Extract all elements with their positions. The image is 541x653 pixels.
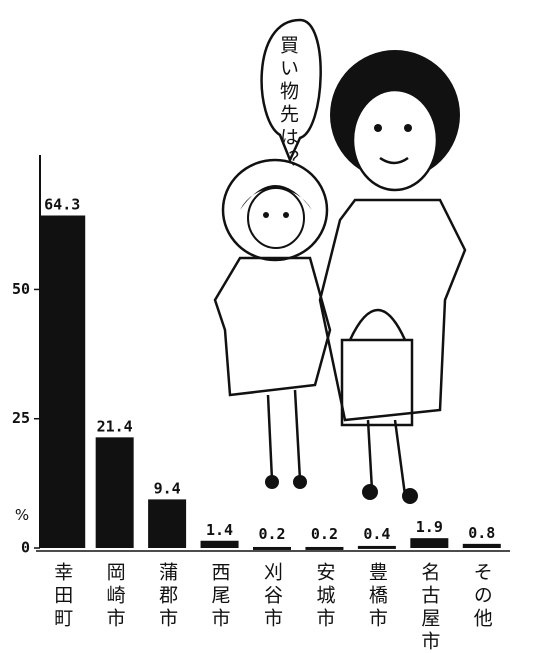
x-tick-label: 岡崎市 bbox=[104, 562, 126, 631]
bar bbox=[148, 499, 186, 548]
x-tick-label: その他 bbox=[471, 562, 493, 631]
x-tick-label: 西尾市 bbox=[209, 562, 231, 631]
x-tick-label: 幸田町 bbox=[51, 562, 73, 631]
bar bbox=[96, 437, 134, 548]
bar bbox=[410, 538, 448, 548]
value-label: 0.2 bbox=[258, 525, 285, 543]
y-tick-label: 25 bbox=[12, 409, 30, 427]
y-tick-label: 50 bbox=[12, 280, 30, 298]
x-tick-label: 名古屋市 bbox=[418, 562, 440, 653]
value-label: 0.4 bbox=[363, 525, 390, 543]
value-label: 9.4 bbox=[154, 479, 181, 497]
value-label: 21.4 bbox=[97, 417, 133, 435]
value-label: 64.3 bbox=[44, 196, 80, 214]
bar bbox=[201, 541, 239, 548]
bar bbox=[39, 216, 85, 548]
x-tick-label: 豊橋市 bbox=[366, 562, 388, 631]
value-label: 0.2 bbox=[311, 525, 338, 543]
bar bbox=[358, 546, 396, 549]
x-tick-label: 蒲郡市 bbox=[156, 562, 178, 631]
value-label: 0.8 bbox=[468, 524, 495, 542]
bar bbox=[253, 547, 291, 550]
value-label: 1.9 bbox=[416, 518, 443, 536]
bar bbox=[463, 544, 501, 548]
bar bbox=[305, 547, 343, 550]
y-tick-label: 0 bbox=[21, 539, 30, 557]
x-tick-label: 安城市 bbox=[313, 562, 335, 631]
value-label: 1.4 bbox=[206, 521, 233, 539]
annotation: 買い物先は？ bbox=[277, 35, 299, 173]
illustration bbox=[215, 20, 465, 504]
unit-label: % bbox=[15, 506, 29, 524]
x-tick-label: 刈谷市 bbox=[261, 562, 283, 631]
chart: 買い物先は？ % 0 25 50 幸田町 64.3 岡崎市 21.4 蒲郡市 9.4 西尾市 1.4… bbox=[0, 0, 541, 653]
